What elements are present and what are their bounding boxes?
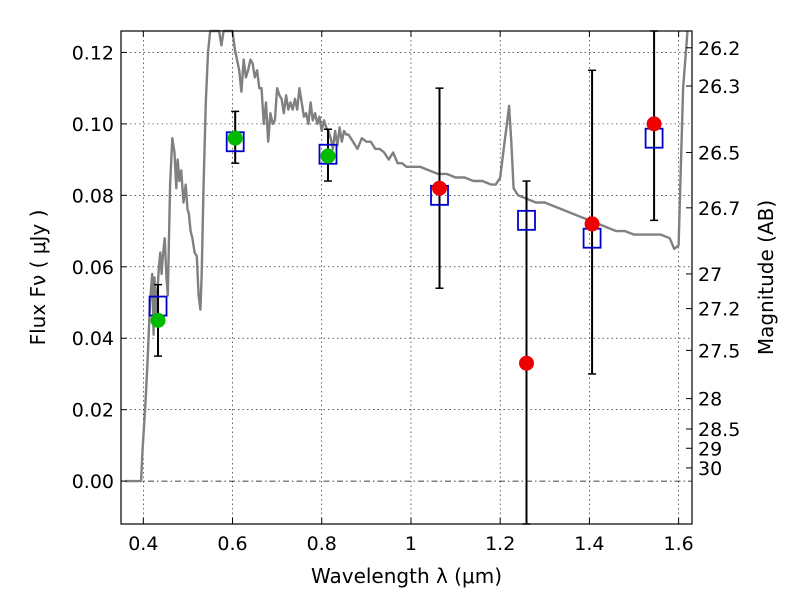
observed-point-circle	[646, 116, 662, 132]
spectrum-line	[125, 29, 689, 483]
observed-point-circle	[584, 216, 600, 232]
y-tick-label: 0.10	[72, 114, 114, 136]
y-axis-left: 0.00 0.02 0.04 0.06 0.08 0.10 0.12	[72, 42, 127, 493]
y-tick-label: 0.12	[72, 42, 114, 64]
error-bars	[154, 30, 659, 525]
data-markers	[148, 116, 664, 371]
y-tick-label: 0.04	[72, 328, 114, 350]
x-tick-label: 0.8	[307, 533, 337, 555]
observed-point-circle	[518, 355, 534, 371]
observed-point-circle	[320, 148, 336, 164]
observed-point-circle	[432, 180, 448, 196]
model-point-square	[517, 209, 536, 231]
x-tick-label: 0.6	[217, 533, 247, 555]
right-tick-label: 28	[698, 389, 722, 411]
y-axis-label: Flux Fν ( μJy )	[26, 210, 50, 346]
x-tick-label: 1.6	[664, 533, 694, 555]
plot-area	[120, 30, 693, 525]
observed-point-circle	[150, 312, 166, 328]
y-tick-label: 0.06	[72, 257, 114, 279]
right-tick-label: 29	[698, 438, 722, 460]
y-tick-label: 0.08	[72, 185, 114, 207]
observed-point-circle	[227, 130, 243, 146]
right-tick-label: 26.3	[698, 76, 740, 98]
y-tick-label: 0.00	[72, 471, 114, 493]
x-tick-label: 1	[405, 533, 417, 555]
x-axis-label: Wavelength λ (μm)	[311, 564, 502, 588]
x-tick-label: 0.4	[128, 533, 158, 555]
y-tick-label: 0.02	[72, 400, 114, 422]
right-tick-label: 28.5	[698, 419, 740, 441]
right-tick-label: 26.5	[698, 142, 740, 164]
x-tick-label: 1.4	[574, 533, 604, 555]
right-tick-label: 26.7	[698, 198, 740, 220]
right-tick-label: 27.5	[698, 340, 740, 362]
x-axis: 0.4 0.6 0.8 1 1.2 1.4 1.6	[128, 31, 694, 555]
model-point-square	[318, 143, 338, 165]
right-tick-label: 26.2	[698, 38, 740, 60]
y-axis-right-label: Magnitude (AB)	[754, 200, 778, 355]
right-tick-label: 30	[698, 458, 722, 480]
model-spectrum	[125, 29, 689, 483]
grid	[121, 31, 692, 524]
x-tick-label: 1.2	[485, 533, 515, 555]
right-tick-label: 27.2	[698, 299, 740, 321]
right-tick-label: 27	[698, 264, 722, 286]
